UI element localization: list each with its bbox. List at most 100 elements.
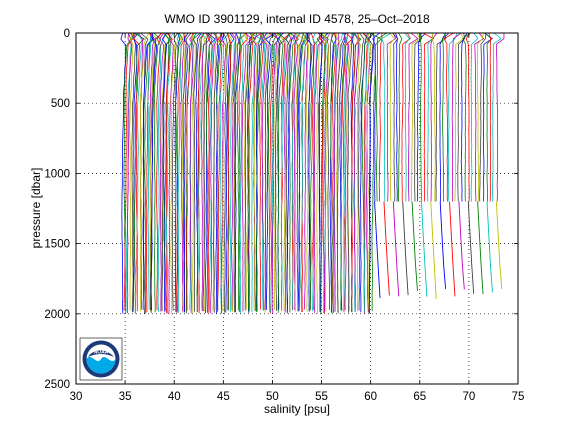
- profile-line: [319, 32, 329, 314]
- profile-line: [465, 32, 471, 202]
- ticks: [75, 32, 519, 385]
- profile-line: [316, 32, 327, 314]
- profile-line: [280, 32, 291, 311]
- y-tick-label: 2500: [44, 379, 70, 391]
- x-tick-label: 40: [168, 391, 181, 403]
- profile-line: [273, 32, 284, 310]
- profile-tail: [486, 201, 493, 293]
- profile-line: [227, 32, 232, 310]
- profile-line: [170, 32, 182, 314]
- profile-tail: [439, 201, 447, 289]
- profile-line: [318, 32, 329, 312]
- profile-line: [306, 32, 313, 312]
- profile-line: [460, 32, 468, 202]
- profile-line: [479, 32, 487, 202]
- profile-line: [261, 32, 267, 311]
- profile-line: [431, 32, 436, 202]
- profile-line: [139, 32, 150, 312]
- profile-line: [243, 32, 249, 310]
- profile-line: [174, 32, 181, 312]
- profile-line: [492, 32, 502, 202]
- profile-line: [229, 32, 237, 312]
- profile-line: [217, 32, 223, 311]
- profile-line: [324, 32, 330, 311]
- profile-line: [147, 32, 152, 310]
- profile-line: [161, 32, 172, 312]
- profile-line: [427, 32, 434, 202]
- profile-line: [368, 32, 375, 314]
- profile-line: [474, 32, 485, 202]
- profile-line: [166, 32, 175, 314]
- profile-line: [126, 32, 133, 314]
- profile-line: [443, 32, 454, 202]
- profile-tail: [449, 201, 456, 297]
- profile-line: [189, 32, 198, 310]
- y-tick-label: 1500: [44, 239, 70, 251]
- grid: [76, 33, 518, 384]
- profile-line: [404, 32, 410, 202]
- profile-line: [386, 32, 397, 202]
- profile-line: [375, 32, 388, 202]
- profile-line: [330, 32, 335, 314]
- profile-line: [223, 32, 228, 313]
- profile-line: [462, 32, 471, 202]
- profile-line: [142, 32, 153, 310]
- y-tick-label: 0: [64, 28, 70, 40]
- profile-line: [136, 32, 142, 311]
- profile-line: [482, 32, 493, 202]
- profile-line: [202, 32, 210, 312]
- profile-line: [323, 32, 331, 311]
- profile-line: [353, 32, 360, 312]
- profile-line: [370, 32, 382, 312]
- profile-line: [411, 32, 421, 202]
- profile-line: [441, 32, 447, 202]
- profile-line: [205, 32, 216, 314]
- noaa-logo-text: NOAA: [94, 350, 109, 356]
- profile-line: [476, 32, 484, 202]
- profile-line: [231, 32, 237, 311]
- profile-line: [288, 32, 300, 313]
- profile-tail: [420, 201, 428, 297]
- profile-line: [283, 32, 292, 311]
- profile-line: [157, 32, 166, 312]
- profile-line: [182, 32, 192, 312]
- chart-title: WMO ID 3901129, internal ID 4578, 25–Oct…: [164, 12, 430, 26]
- profile-line: [329, 32, 337, 313]
- profile-line: [271, 32, 279, 314]
- x-tick-label: 60: [364, 391, 377, 403]
- profile-line: [293, 32, 298, 310]
- y-tick-label: 2000: [44, 309, 70, 321]
- profile-line: [171, 32, 178, 311]
- profile-line: [215, 32, 224, 314]
- profile-line: [286, 32, 297, 314]
- x-tick-label: 70: [462, 391, 475, 403]
- profile-line: [309, 32, 320, 311]
- profile-line: [496, 32, 505, 202]
- profile-line: [206, 32, 213, 313]
- profile-tail: [392, 201, 400, 297]
- profile-line: [392, 32, 399, 202]
- y-tick-labels: 0 500 1000 1500 2000 2500: [44, 28, 70, 391]
- profile-line: [130, 32, 137, 313]
- profile-line: [275, 32, 287, 311]
- profile-line: [401, 32, 411, 202]
- profile-line: [189, 32, 195, 314]
- profile-line: [198, 32, 208, 311]
- profile-line: [326, 32, 335, 311]
- noaa-logo-bird: [88, 350, 114, 357]
- profile-line: [165, 32, 173, 314]
- profile-line: [233, 32, 242, 313]
- x-tick-label: 50: [266, 391, 279, 403]
- profile-line: [381, 32, 392, 202]
- profile-line: [303, 32, 310, 312]
- profile-line: [313, 32, 325, 314]
- profile-line: [303, 32, 312, 310]
- profile-line: [378, 32, 383, 202]
- profile-line: [300, 32, 310, 312]
- profile-line: [264, 32, 277, 311]
- profile-line: [222, 32, 232, 312]
- profile-line: [255, 32, 263, 313]
- profiles: [120, 32, 505, 314]
- profile-line: [343, 32, 350, 311]
